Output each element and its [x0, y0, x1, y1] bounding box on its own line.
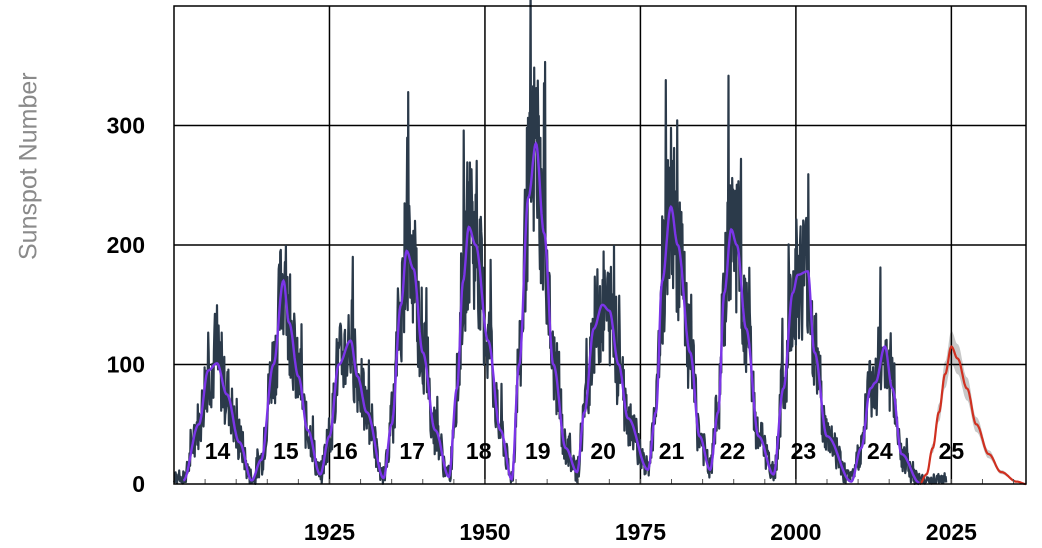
- plot-frame: [173, 5, 1027, 485]
- x-tick-label-2025: 2025: [926, 519, 977, 545]
- y-tick-label-0: 0: [132, 471, 145, 497]
- cycle-label-21: 21: [659, 438, 685, 464]
- x-tick-label-2000: 2000: [770, 519, 821, 545]
- cycle-label-18: 18: [466, 438, 492, 464]
- x-tick-label-1975: 1975: [615, 519, 666, 545]
- cycle-label-17: 17: [399, 438, 425, 464]
- cycle-label-20: 20: [590, 438, 616, 464]
- smoothed-sunspot-series: [182, 141, 920, 484]
- x-tick-label-1950: 1950: [459, 519, 510, 545]
- cycle-label-19: 19: [525, 438, 551, 464]
- y-tick-label-200: 200: [107, 232, 145, 258]
- cycle-label-16: 16: [332, 438, 358, 464]
- cycle-label-24: 24: [867, 438, 893, 464]
- y-tick-label-300: 300: [107, 113, 145, 139]
- grid-layer: [174, 6, 1026, 484]
- plot-frame-layer: [173, 5, 1027, 485]
- cycle-label-14: 14: [205, 438, 231, 464]
- data-layer: [172, 0, 1026, 486]
- cycle-label-25: 25: [939, 438, 965, 464]
- cycle-label-15: 15: [273, 438, 299, 464]
- predicted-cycle-series: [919, 345, 1026, 486]
- cycle-label-23: 23: [791, 438, 817, 464]
- x-tick-label-1925: 1925: [304, 519, 355, 545]
- y-tick-label-100: 100: [107, 352, 145, 378]
- cycle-label-22: 22: [720, 438, 746, 464]
